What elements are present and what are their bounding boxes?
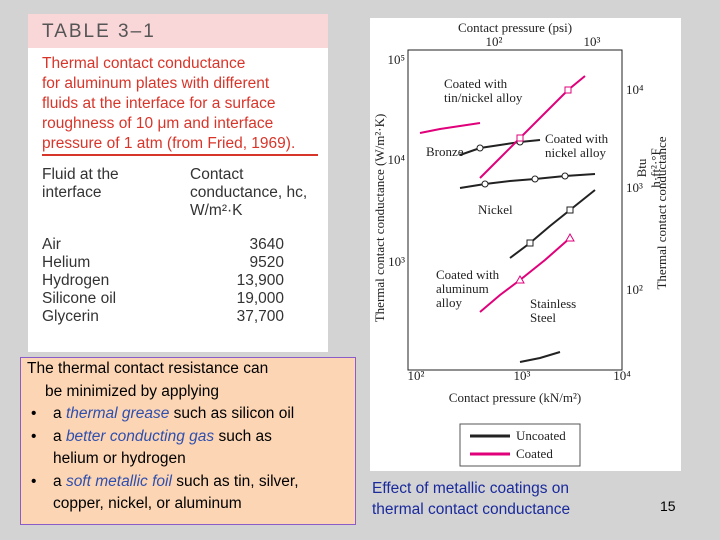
bullet-line: helium or hydrogen bbox=[53, 450, 186, 467]
bullet: • bbox=[31, 472, 37, 490]
tick-label: 10² bbox=[408, 368, 425, 383]
annotation: Steel bbox=[530, 310, 556, 325]
plot-frame bbox=[407, 49, 623, 371]
tick-label: 10³ bbox=[388, 254, 405, 269]
text: such as bbox=[214, 427, 272, 445]
highlight: better conducting gas bbox=[65, 427, 215, 445]
annotation: Nickel bbox=[478, 202, 513, 217]
column-header: W/m²·K bbox=[190, 202, 243, 219]
annotation: tin/nickel alloy bbox=[444, 90, 523, 105]
bullet-line: • a soft metallic foil such as tin, silve… bbox=[21, 471, 355, 494]
markers bbox=[476, 86, 575, 284]
caption-line: fluids at the interface for a surface bbox=[42, 95, 276, 112]
bullet-line: • a thermal grease such as silicon oil bbox=[21, 403, 355, 426]
annotation: Coated with bbox=[436, 267, 500, 282]
table-image: TABLE 3–1 Thermal contact conductance for… bbox=[28, 14, 328, 352]
figure: Contact pressure (psi) 10² 10³ 10⁵ 10⁴ 10³ 10⁴… bbox=[370, 18, 681, 471]
text: a bbox=[53, 472, 66, 490]
tick-label: 10⁴ bbox=[613, 368, 631, 383]
bullet: • bbox=[31, 405, 37, 422]
text-line: The thermal contact resistance can bbox=[27, 360, 269, 377]
text-line: be minimized by applying bbox=[45, 382, 220, 400]
column-header: Fluid at the bbox=[42, 166, 119, 183]
axis-label: Contact pressure (psi) bbox=[458, 20, 572, 35]
table-cell: 9520 bbox=[249, 254, 284, 271]
unit: h·ft²·°F bbox=[648, 148, 663, 187]
legend-label: Coated bbox=[516, 446, 553, 461]
table-cell: 3640 bbox=[249, 236, 284, 253]
table-cell: Helium bbox=[42, 254, 91, 271]
table-caption: Thermal contact conductance for aluminum … bbox=[42, 54, 295, 154]
rule bbox=[42, 154, 318, 156]
annotation: nickel alloy bbox=[545, 145, 607, 160]
bullet-line: copper, nickel, or aluminum bbox=[53, 495, 242, 512]
table-cell: 37,700 bbox=[236, 308, 284, 325]
unit: Btu bbox=[634, 158, 649, 177]
curves bbox=[459, 139, 596, 363]
text: such as silicon oil bbox=[169, 405, 295, 422]
text: a bbox=[53, 405, 66, 422]
caption-line: Effect of metallic coatings on bbox=[372, 480, 570, 497]
text: a bbox=[53, 427, 66, 445]
figure-caption: Effect of metallic coatings on thermal co… bbox=[372, 478, 570, 520]
bullet: • bbox=[31, 427, 37, 445]
table-cell: Air bbox=[42, 236, 61, 253]
column-header: Contact bbox=[190, 166, 244, 183]
annotation: Coated with bbox=[545, 131, 609, 146]
tick-label: 10⁴ bbox=[387, 152, 405, 167]
table-cell: Hydrogen bbox=[42, 272, 110, 289]
tick-label: 10³ bbox=[514, 368, 531, 383]
axis-label: Thermal contact conductance bbox=[654, 136, 669, 289]
tick-label: 10⁴ bbox=[626, 82, 644, 97]
axis-label: Thermal contact conductance (W/m²·K) bbox=[372, 114, 387, 323]
table-cell: 19,000 bbox=[236, 290, 284, 307]
annotation: aluminum bbox=[436, 281, 489, 296]
table-title: TABLE 3–1 bbox=[42, 21, 156, 42]
bullet-line: • a better conducting gas such as bbox=[21, 426, 355, 449]
annotation: Bronze bbox=[426, 144, 464, 159]
table-cell: Glycerin bbox=[42, 308, 99, 325]
legend-label: Uncoated bbox=[516, 428, 566, 443]
highlight: soft metallic foil bbox=[65, 472, 172, 490]
annotation: alloy bbox=[436, 295, 462, 310]
figure-svg: Contact pressure (psi)10² 10³10⁵10⁴10³10⁴… bbox=[372, 20, 669, 467]
tick-label: 10³ bbox=[626, 180, 643, 195]
text: such as tin, silver, bbox=[171, 472, 299, 490]
caption-line: pressure of 1 atm (from Fried, 1969). bbox=[42, 135, 296, 152]
tick-label: 10² bbox=[626, 282, 643, 297]
annotation: Stainless bbox=[530, 296, 576, 311]
highlight: thermal grease bbox=[65, 405, 170, 422]
caption-line: roughness of 10 μm and interface bbox=[42, 115, 274, 132]
table-cell: Silicone oil bbox=[42, 290, 117, 307]
column-header: conductance, hc, bbox=[190, 184, 308, 201]
caption-line: Thermal contact conductance bbox=[42, 55, 246, 72]
annotation: Coated with bbox=[444, 76, 508, 91]
table-header: TABLE 3–1 bbox=[28, 14, 328, 48]
table-cell: 13,900 bbox=[236, 272, 284, 289]
caption-line: for aluminum plates with different bbox=[42, 75, 270, 92]
axis-label: Contact pressure (kN/m²) bbox=[449, 390, 581, 405]
tick-label: 10³ bbox=[584, 34, 601, 49]
tick-label: 10² bbox=[486, 34, 503, 49]
text-box: The thermal contact resistance can be min… bbox=[20, 357, 356, 525]
column-header: interface bbox=[42, 184, 102, 201]
page-number: 15 bbox=[660, 498, 676, 514]
caption-line: thermal contact conductance bbox=[372, 501, 571, 518]
legend-frame bbox=[459, 423, 581, 467]
tick-label: 10⁵ bbox=[387, 52, 405, 67]
